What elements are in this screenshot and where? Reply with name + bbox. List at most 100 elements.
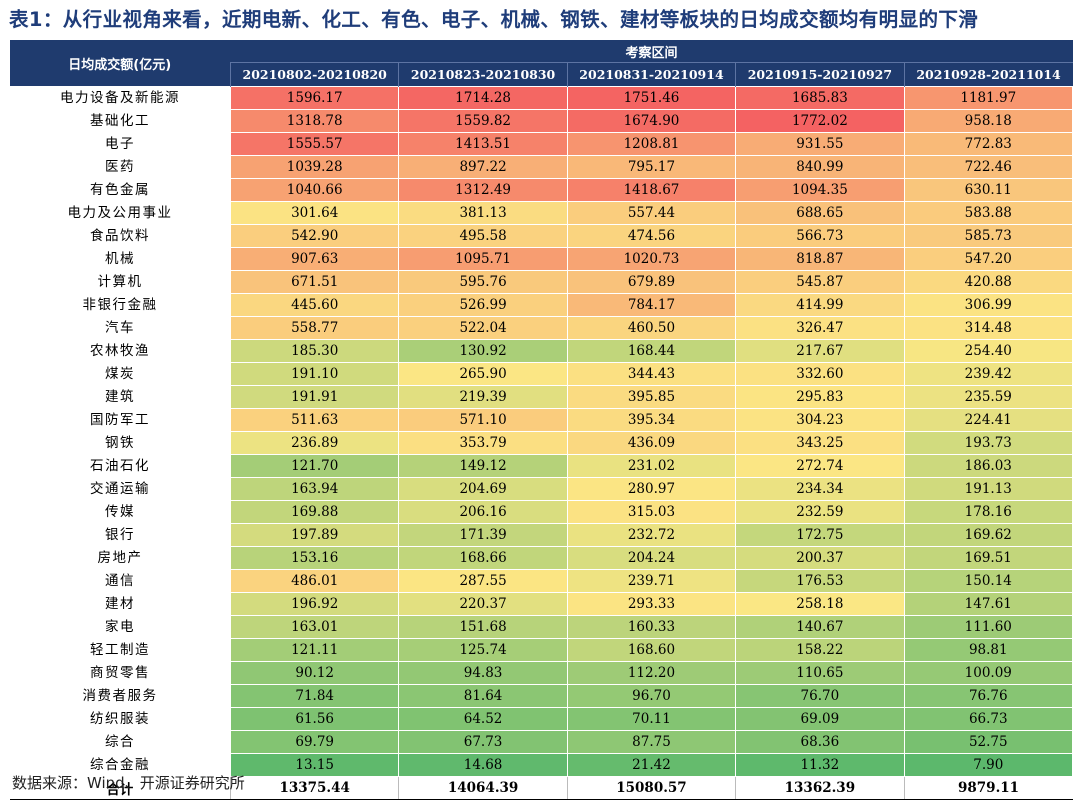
value-cell: 90.12: [229, 661, 400, 685]
row-label: 传媒: [9, 500, 231, 524]
value-cell: 722.46: [903, 155, 1074, 179]
row-label: 建材: [9, 592, 231, 616]
value-cell: 196.92: [229, 592, 400, 616]
table-row: 电力及公用事业 301.64 381.13 557.44 688.65 583.88: [9, 201, 1074, 225]
row-label: 消费者服务: [9, 684, 231, 708]
value-cell: 191.91: [229, 385, 400, 409]
value-cell: 21.42: [566, 753, 737, 777]
total-row: 合计 13375.44 14064.39 15080.57 13362.39 9879.1…: [9, 776, 1073, 800]
value-cell: 1312.49: [398, 178, 568, 202]
row-label: 电力设备及新能源: [9, 86, 231, 110]
value-cell: 239.42: [903, 362, 1074, 386]
value-cell: 583.88: [903, 201, 1074, 225]
value-cell: 153.16: [229, 546, 400, 570]
value-cell: 287.55: [398, 569, 568, 593]
value-cell: 169.62: [903, 523, 1074, 547]
row-label: 纺织服装: [9, 707, 231, 731]
row-label: 煤炭: [9, 362, 231, 386]
value-cell: 1714.28: [398, 86, 568, 110]
row-label: 家电: [9, 615, 231, 639]
value-cell: 353.79: [398, 431, 568, 455]
value-cell: 295.83: [735, 385, 905, 409]
value-cell: 172.75: [735, 523, 905, 547]
value-cell: 191.10: [229, 362, 400, 386]
value-cell: 232.72: [566, 523, 737, 547]
value-cell: 566.73: [735, 224, 905, 248]
table-row: 钢铁 236.89 353.79 436.09 343.25 193.73: [9, 431, 1074, 455]
value-cell: 258.18: [735, 592, 905, 616]
value-cell: 547.20: [903, 247, 1074, 271]
table-row: 综合金融 13.15 14.68 21.42 11.32 7.90: [9, 753, 1074, 777]
value-cell: 130.92: [398, 339, 568, 363]
value-cell: 495.58: [398, 224, 568, 248]
value-cell: 314.48: [903, 316, 1074, 340]
row-label: 农林牧渔: [9, 339, 231, 363]
value-cell: 239.71: [566, 569, 737, 593]
value-cell: 344.43: [566, 362, 737, 386]
value-cell: 185.30: [229, 339, 400, 363]
table-row: 银行 197.89 171.39 232.72 172.75 169.62: [9, 523, 1074, 547]
value-cell: 197.89: [229, 523, 400, 547]
value-cell: 1751.46: [566, 86, 737, 110]
table-row: 汽车 558.77 522.04 460.50 326.47 314.48: [9, 316, 1074, 340]
value-cell: 217.67: [735, 339, 905, 363]
table-row: 房地产 153.16 168.66 204.24 200.37 169.51: [9, 546, 1074, 570]
value-cell: 191.13: [903, 477, 1074, 501]
period-header: 20210802-20210820: [229, 62, 399, 87]
value-cell: 178.16: [903, 500, 1074, 524]
value-cell: 306.99: [903, 293, 1074, 317]
period-header: 20210831-20210914: [566, 62, 736, 87]
row-label: 计算机: [9, 270, 231, 294]
value-cell: 511.63: [229, 408, 400, 432]
period-group-header: 考察区间: [230, 40, 1073, 64]
value-cell: 206.16: [398, 500, 568, 524]
value-cell: 688.65: [735, 201, 905, 225]
value-cell: 140.67: [735, 615, 905, 639]
row-label: 综合金融: [9, 753, 231, 777]
value-cell: 254.40: [903, 339, 1074, 363]
value-cell: 445.60: [229, 293, 400, 317]
value-cell: 326.47: [735, 316, 905, 340]
row-label: 国防军工: [9, 408, 231, 432]
period-header-row: 20210802-20210820 20210823-20210830 202108…: [10, 62, 1073, 87]
value-cell: 111.60: [903, 615, 1074, 639]
value-cell: 67.73: [398, 730, 568, 754]
value-cell: 169.51: [903, 546, 1074, 570]
row-label: 电力及公用事业: [9, 201, 231, 225]
value-cell: 1318.78: [229, 109, 400, 133]
value-cell: 98.81: [903, 638, 1074, 662]
value-cell: 557.44: [566, 201, 737, 225]
value-cell: 76.70: [735, 684, 905, 708]
value-cell: 460.50: [566, 316, 737, 340]
table-row: 交通运输 163.94 204.69 280.97 234.34 191.13: [9, 477, 1074, 501]
table-row: 家电 163.01 151.68 160.33 140.67 111.60: [9, 615, 1074, 639]
value-cell: 395.85: [566, 385, 737, 409]
table-row: 商贸零售 90.12 94.83 112.20 110.65 100.09: [9, 661, 1074, 685]
value-cell: 436.09: [566, 431, 737, 455]
value-cell: 68.36: [735, 730, 905, 754]
value-cell: 1094.35: [735, 178, 905, 202]
value-cell: 168.66: [398, 546, 568, 570]
row-label: 电子: [9, 132, 231, 156]
value-cell: 232.59: [735, 500, 905, 524]
row-label: 食品饮料: [9, 224, 231, 248]
value-cell: 168.60: [566, 638, 737, 662]
value-cell: 224.41: [903, 408, 1074, 432]
value-cell: 70.11: [566, 707, 737, 731]
value-cell: 69.09: [735, 707, 905, 731]
value-cell: 231.02: [566, 454, 737, 478]
value-cell: 125.74: [398, 638, 568, 662]
table-row: 有色金属 1040.66 1312.49 1418.67 1094.35 630.11: [9, 178, 1074, 202]
value-cell: 474.56: [566, 224, 737, 248]
value-cell: 395.34: [566, 408, 737, 432]
row-label: 机械: [9, 247, 231, 271]
value-cell: 795.17: [566, 155, 737, 179]
value-cell: 545.87: [735, 270, 905, 294]
value-cell: 52.75: [903, 730, 1074, 754]
turnover-table: 日均成交额(亿元) 考察区间 20210802-20210820 20210823…: [9, 40, 1074, 800]
value-cell: 112.20: [566, 661, 737, 685]
value-cell: 343.25: [735, 431, 905, 455]
value-cell: 176.53: [735, 569, 905, 593]
value-cell: 220.37: [398, 592, 568, 616]
table-row: 综合 69.79 67.73 87.75 68.36 52.75: [9, 730, 1074, 754]
